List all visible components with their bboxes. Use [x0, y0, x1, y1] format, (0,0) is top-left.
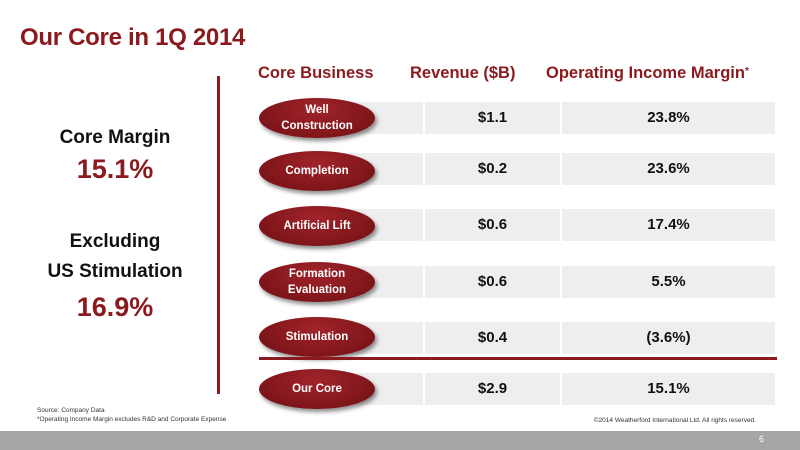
- margin-cell: 23.8%: [647, 109, 690, 126]
- excluding-label-line2: US Stimulation: [47, 261, 183, 282]
- total-separator-line: [259, 357, 777, 360]
- margin-cell: (3.6%): [646, 329, 691, 346]
- revenue-cell: $0.4: [477, 329, 508, 346]
- pill-label-line1: Stimulation: [285, 331, 349, 343]
- pill-label-line2: Construction: [281, 120, 353, 132]
- table-row: $0.6 5.5%: [325, 266, 775, 298]
- pill-label-line1: Completion: [285, 165, 349, 177]
- pill-label-line2: Evaluation: [287, 284, 347, 296]
- margin-footnote: *Operating Income Margin excludes R&D an…: [37, 416, 227, 423]
- footer-bar: 6: [0, 431, 800, 450]
- business-pill-completion: Completion: [259, 151, 375, 191]
- revenue-cell: $0.6: [477, 216, 508, 233]
- pill-label-line1: Artificial Lift: [283, 220, 351, 232]
- revenue-cell: $0.2: [477, 160, 508, 177]
- source-note: Source: Company Data: [37, 407, 105, 414]
- revenue-cell: $1.1: [477, 109, 508, 126]
- margin-cell: 5.5%: [651, 273, 686, 290]
- pill-label-line1: Formation: [288, 268, 346, 280]
- slide-title: Our Core in 1Q 2014: [20, 24, 246, 51]
- pill-label-line1: Our Core: [292, 383, 342, 395]
- vertical-divider: [217, 76, 220, 394]
- business-pill-artificial-lift: Artificial Lift: [259, 206, 375, 246]
- table-row: $0.2 23.6%: [325, 153, 775, 185]
- core-margin-value: 15.1%: [76, 154, 154, 184]
- business-pill-our-core: Our Core: [259, 369, 375, 409]
- business-pill-stimulation: Stimulation: [259, 317, 375, 357]
- header-operating-margin: Operating Income Margin*: [546, 64, 749, 83]
- excluding-label-line1: Excluding: [69, 231, 161, 252]
- margin-cell: 17.4%: [647, 216, 690, 233]
- pill-label-line1: Well: [305, 104, 329, 116]
- business-pill-formation-evaluation: Formation Evaluation: [259, 262, 375, 302]
- core-margin-label: Core Margin: [59, 127, 171, 148]
- copyright-text: ©2014 Weatherford International Ltd. All…: [593, 417, 756, 424]
- header-operating-margin-text: Operating Income Margin: [546, 64, 745, 82]
- table-row: $0.4 (3.6%): [325, 322, 775, 354]
- excluding-value: 16.9%: [76, 292, 154, 322]
- table-row: $0.6 17.4%: [325, 209, 775, 241]
- business-pill-well-construction: Well Construction: [259, 98, 375, 138]
- footnote-marker: *: [744, 66, 749, 77]
- total-revenue-cell: $2.9: [477, 380, 508, 397]
- revenue-cell: $0.6: [477, 273, 508, 290]
- total-row: $2.9 15.1%: [325, 373, 775, 405]
- header-revenue: Revenue ($B): [410, 64, 516, 82]
- margin-cell: 23.6%: [647, 160, 690, 177]
- total-margin-cell: 15.1%: [647, 380, 690, 397]
- page-number: 6: [758, 434, 764, 444]
- table-row: $1.1 23.8%: [325, 102, 775, 134]
- header-core-business: Core Business: [258, 64, 374, 82]
